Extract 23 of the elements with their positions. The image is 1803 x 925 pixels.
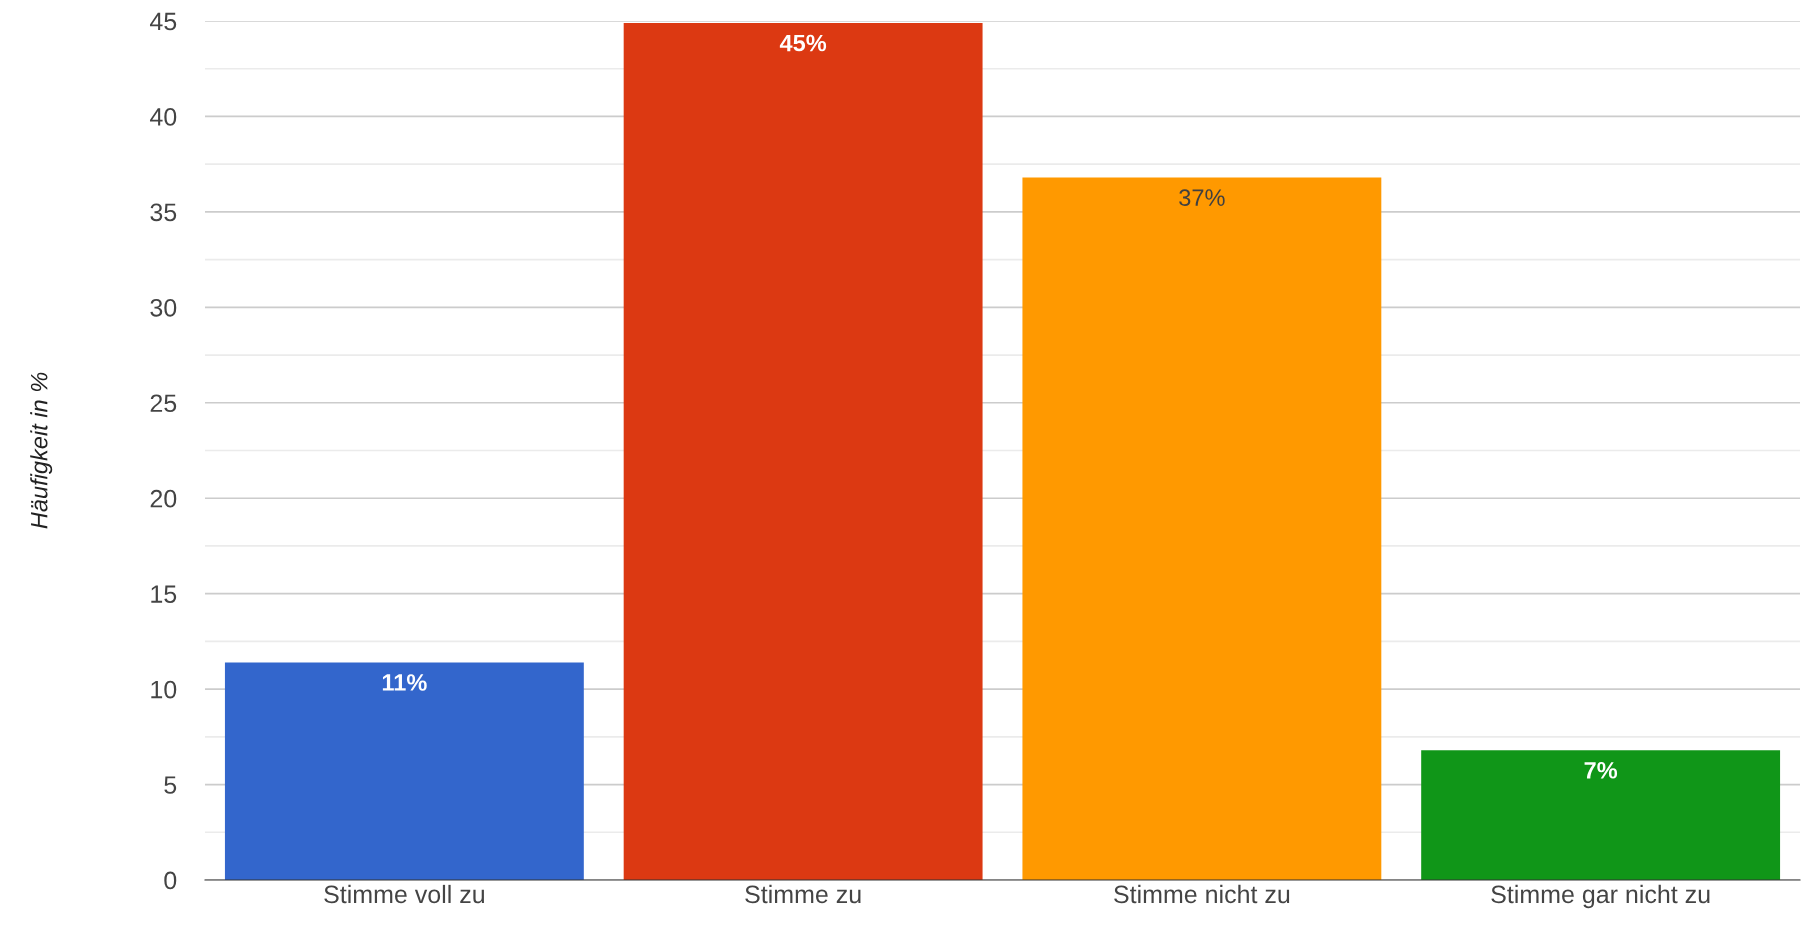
bar — [1022, 177, 1382, 880]
y-tick-label: 45 — [149, 12, 177, 31]
y-tick-label: 30 — [150, 298, 177, 317]
y-tick-label: 15 — [151, 585, 177, 603]
bar — [1421, 750, 1781, 880]
bar — [224, 662, 584, 880]
data-label: 37% — [1179, 189, 1225, 206]
y-tick-label: 0 — [164, 871, 177, 890]
x-tick-label: Stimme zu — [745, 884, 861, 904]
y-tick-label: 5 — [164, 776, 177, 794]
y-tick-label: 20 — [150, 489, 177, 508]
bar — [623, 22, 983, 880]
data-label: 45% — [779, 34, 827, 52]
data-label: 7% — [1584, 761, 1618, 779]
y-tick-label: 25 — [150, 394, 177, 413]
x-tick-label: Stimme voll zu — [324, 884, 484, 904]
y-tick-label: 35 — [150, 203, 177, 222]
y-tick-label: 40 — [149, 108, 177, 126]
x-tick-label: Stimme gar nicht zu — [1491, 884, 1710, 909]
x-tick-label: Stimme nicht zu — [1114, 884, 1290, 904]
data-label: 11% — [382, 674, 427, 691]
y-axis-title: Häufigkeit in % — [30, 372, 53, 529]
y-tick-label: 10 — [151, 680, 177, 699]
